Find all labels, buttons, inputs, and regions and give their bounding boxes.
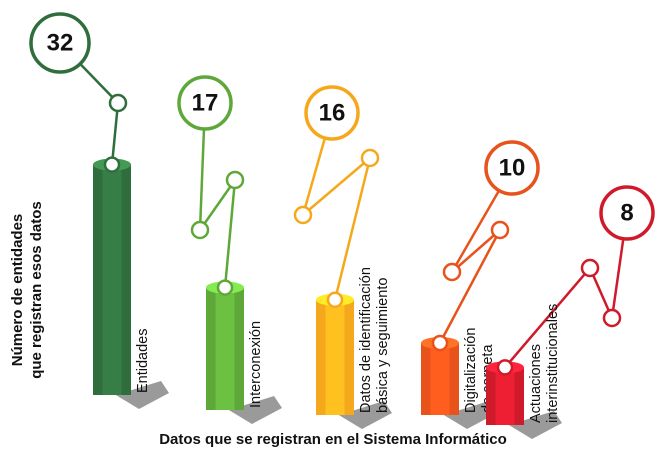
category-label: Actuaciones interinstitucionales [528, 304, 561, 423]
value-bubble [484, 140, 540, 196]
node [360, 148, 380, 168]
value-bubble [29, 12, 91, 74]
category-label-line: Digitalización [463, 328, 479, 413]
bar-face [430, 343, 450, 415]
bar-face [325, 299, 345, 415]
bar-face [215, 287, 235, 410]
category-label-line: básica y seguimiento [375, 278, 391, 413]
connector [300, 112, 373, 301]
node [108, 93, 128, 113]
category-label-line: Entidades [135, 329, 151, 394]
node [431, 334, 449, 352]
bar-face [102, 164, 122, 395]
node [190, 220, 210, 240]
value-label: 32 [47, 30, 74, 57]
node [103, 156, 121, 173]
bar-shadow [228, 396, 282, 424]
value-bubble [599, 185, 655, 241]
node [490, 220, 510, 240]
y-axis-label-line: Número de entidades [9, 214, 26, 367]
value-label: 10 [499, 155, 526, 182]
category-label-line: Actuaciones [528, 344, 544, 423]
node [580, 258, 600, 278]
y-axis-label-line: que registran esos datos [28, 201, 45, 379]
bar-shadow [115, 381, 169, 409]
value-label: 16 [319, 100, 346, 127]
node [225, 170, 245, 190]
bar-shadow [338, 401, 392, 429]
node [293, 205, 313, 225]
category-label-line: Interconexión [248, 321, 264, 408]
value-label: 17 [192, 90, 219, 117]
node [216, 279, 234, 296]
bar-shadow [508, 411, 562, 439]
category-label: Entidades [135, 329, 151, 394]
node [496, 359, 514, 376]
value-bubble [304, 85, 360, 141]
bar-face [495, 367, 515, 425]
value-label: 8 [620, 200, 633, 227]
node [602, 308, 622, 328]
node [442, 262, 462, 282]
connector [198, 102, 237, 288]
connector [504, 212, 629, 369]
node [326, 291, 344, 309]
category-label-line: interinstitucionales [545, 304, 561, 423]
category-label-line: Datos de identificación [358, 267, 374, 413]
connector [438, 167, 514, 344]
value-bubble [177, 75, 233, 131]
category-label: Interconexión [248, 321, 264, 408]
x-axis-label: Datos que se registran en el Sistema Inf… [159, 431, 507, 448]
bar-shadow [443, 401, 497, 429]
y-axis-label: Número de entidades que registran esos d… [9, 201, 45, 379]
category-label: Datos de identificación básica y seguimie… [358, 267, 391, 413]
